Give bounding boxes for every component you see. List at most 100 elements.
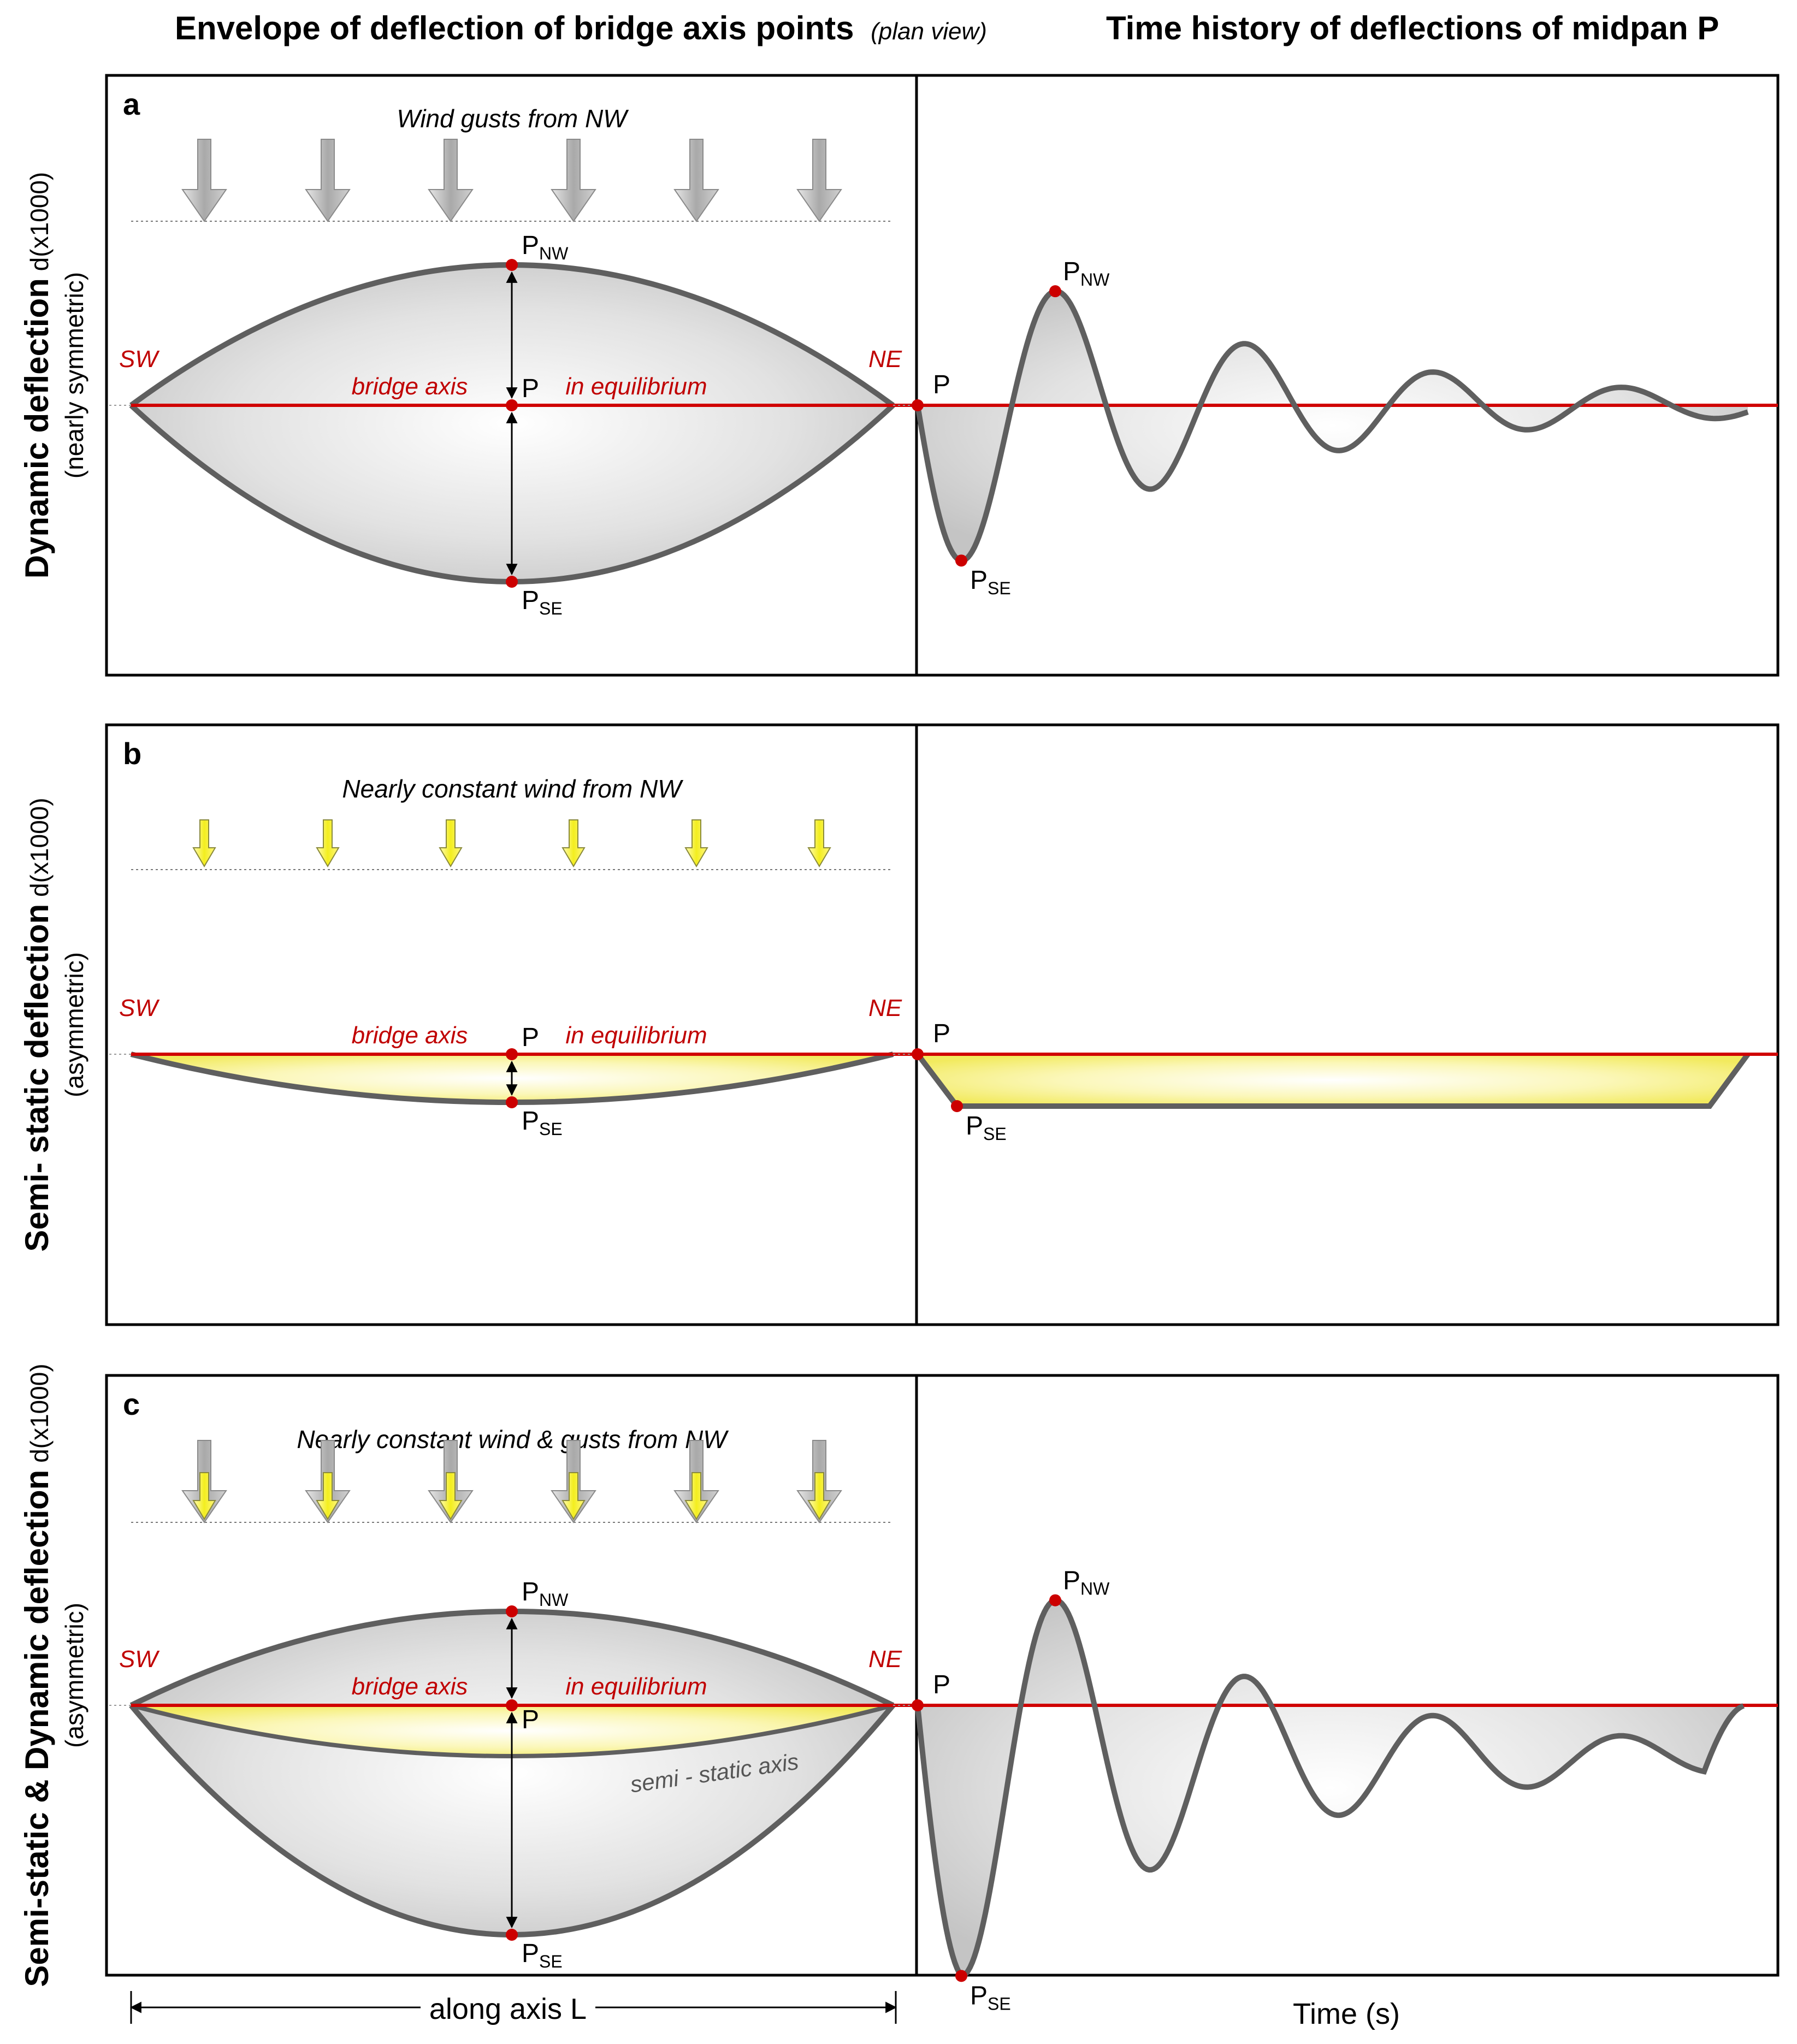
point-se-label: PSE <box>522 1107 563 1139</box>
bridge-axis-label: bridge axis <box>352 1673 468 1700</box>
time-history-fill <box>918 291 1748 561</box>
time-se-label: PSE <box>970 1981 1011 2013</box>
time-nw-marker <box>1049 1594 1061 1606</box>
time-nw-label: PNW <box>1063 1567 1110 1599</box>
row-unit-text: d(x1000) <box>25 1363 54 1469</box>
point-nw-marker <box>506 1605 518 1617</box>
point-se-subscript: SE <box>539 1952 563 1971</box>
time-se-label: PSE <box>970 566 1011 598</box>
panel-a-row-label: Dynamic deflection d(x1000) <box>19 172 55 578</box>
equilibrium-label: in equilibrium <box>565 373 707 400</box>
row-label-text: Dynamic deflection <box>19 278 55 578</box>
along-axis-label: along axis L <box>429 1993 587 2025</box>
constant-wind-arrow-icon <box>561 819 586 867</box>
sw-label: SW <box>119 346 159 373</box>
point-p-label: P <box>522 1023 539 1052</box>
point-se-marker <box>506 576 518 588</box>
wind-gust-arrow-icon <box>796 139 842 222</box>
sw-label: SW <box>119 1646 159 1673</box>
constant-wind-arrow-icon <box>561 1472 586 1520</box>
row-label-text: Semi- static deflection <box>19 904 55 1252</box>
bottom-axis-along-L: along axis L <box>129 1988 897 2027</box>
panel-a: a Dynamic deflection d(x1000)(nearly symm… <box>19 74 1780 677</box>
panel-a-tag: a <box>123 87 140 121</box>
wind-gust-arrow-icon <box>181 139 227 222</box>
panel-c-row-sub: (asymmetric) <box>60 1603 88 1748</box>
time-se-marker <box>951 1100 963 1112</box>
constant-wind-arrow-icon <box>192 819 216 867</box>
constant-wind-arrow-icon <box>807 819 831 867</box>
panel-c: c Semi-static & Dynamic deflection d(x100… <box>19 1363 1780 2013</box>
point-p-label: P <box>522 1705 539 1734</box>
point-se-label: PSE <box>522 1939 563 1971</box>
panel-b-tag: b <box>123 736 141 771</box>
point-nw-subscript: NW <box>539 1590 569 1610</box>
constant-wind-arrow-icon <box>439 819 463 867</box>
point-nw-label: PNW <box>522 1578 569 1610</box>
ne-label: NE <box>868 995 902 1021</box>
time-nw-subscript: NW <box>1080 1579 1110 1599</box>
time-se-subscript: SE <box>988 1994 1011 2013</box>
time-history-fill <box>918 1600 1743 1976</box>
point-nw-subscript: NW <box>539 244 569 263</box>
time-p-label: P <box>933 370 950 399</box>
time-p-label: P <box>933 1670 950 1699</box>
point-se-subscript: SE <box>539 1119 563 1139</box>
row-unit-text: d(x1000) <box>25 797 54 903</box>
constant-wind-arrow-icon <box>807 1472 831 1520</box>
time-nw-label: PNW <box>1063 257 1110 290</box>
panel-c-row-label: Semi-static & Dynamic deflection d(x1000… <box>19 1363 55 1987</box>
constant-wind-arrow-icon <box>439 1472 463 1520</box>
panel-b-row-label: Semi- static deflection d(x1000) <box>19 797 55 1251</box>
panel-b-row-sub: (asymmetric) <box>60 952 88 1097</box>
ne-label: NE <box>868 346 902 373</box>
panel-c-frame <box>105 1374 1780 1977</box>
time-axis-label: Time (s) <box>1293 1998 1400 2030</box>
plan-view-note: (plan view) <box>871 18 987 45</box>
point-p-label: P <box>522 374 539 403</box>
wind-gust-arrow-icon <box>673 139 719 222</box>
point-se-subscript: SE <box>539 599 563 618</box>
time-se-label: PSE <box>966 1112 1007 1144</box>
time-p-marker <box>912 399 924 411</box>
panel-b-frame <box>105 723 1780 1326</box>
panel-c-wind-caption: Nearly constant wind & gusts from NW <box>297 1425 729 1454</box>
time-p-marker <box>912 1048 924 1060</box>
time-se-marker <box>955 1970 967 1982</box>
ne-label: NE <box>868 1646 902 1673</box>
wind-gust-arrow-icon <box>305 139 351 222</box>
constant-wind-arrow-icon <box>684 819 708 867</box>
point-nw-label: PNW <box>522 231 569 263</box>
panel-a-frame <box>105 74 1780 677</box>
time-p-label: P <box>933 1019 950 1048</box>
wind-gust-arrow-icon <box>551 139 596 222</box>
panel-a-row-sub: (nearly symmetric) <box>60 272 88 478</box>
panel-c-tag: c <box>123 1387 140 1421</box>
equilibrium-label: in equilibrium <box>565 1673 707 1700</box>
point-p-marker <box>506 1699 518 1711</box>
point-se-label: PSE <box>522 586 563 618</box>
bridge-axis-label: bridge axis <box>352 1022 468 1049</box>
time-p-marker <box>912 1699 924 1711</box>
point-p-marker <box>506 399 518 411</box>
semi-static-time-curve <box>915 1052 1751 1109</box>
constant-wind-arrow-icon <box>316 1472 340 1520</box>
row-label-text: Semi-static & Dynamic deflection <box>19 1470 55 1987</box>
row-unit-text: d(x1000) <box>25 172 54 278</box>
time-se-subscript: SE <box>983 1124 1007 1144</box>
constant-wind-arrow-icon <box>316 819 340 867</box>
along-axis-label-bg <box>421 1988 595 2027</box>
sw-label: SW <box>119 995 159 1021</box>
point-se-marker <box>506 1929 518 1941</box>
equilibrium-label: in equilibrium <box>565 1022 707 1049</box>
right-column-header: Time history of deflections of midpan P <box>1106 10 1719 46</box>
time-nw-marker <box>1049 285 1061 298</box>
point-se-marker <box>506 1096 518 1108</box>
panel-b-wind-caption: Nearly constant wind from NW <box>342 775 684 803</box>
point-nw-marker <box>506 259 518 271</box>
panel-a-wind-caption: Wind gusts from NW <box>397 104 629 133</box>
point-p-marker <box>506 1048 518 1060</box>
